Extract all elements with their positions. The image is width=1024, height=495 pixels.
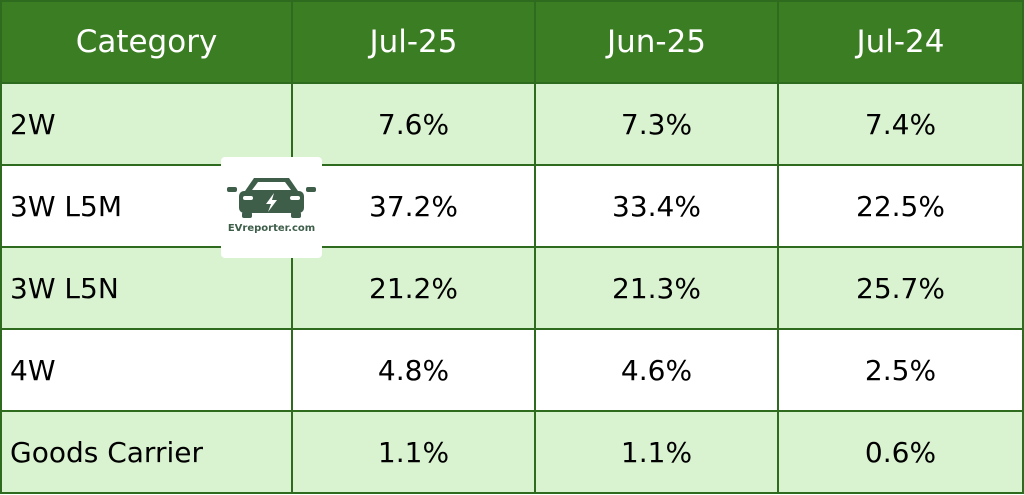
ev-car-bolt-icon — [227, 178, 316, 218]
row-category: 4W — [0, 328, 293, 412]
header-jun-25: Jun-25 — [534, 0, 779, 84]
table-row: 4W 4.8% 4.6% 2.5% — [0, 328, 1024, 412]
cell-value: 4.6% — [534, 328, 779, 412]
table-header-row: Category Jul-25 Jun-25 Jul-24 — [0, 0, 1024, 84]
header-jul-24: Jul-24 — [777, 0, 1024, 84]
evreporter-watermark: EVreporter.com — [221, 157, 322, 258]
cell-value: 0.6% — [777, 410, 1024, 494]
cell-value: 21.2% — [291, 246, 536, 330]
watermark-text: EVreporter.com — [227, 223, 316, 234]
cell-value: 2.5% — [777, 328, 1024, 412]
cell-value: 22.5% — [777, 164, 1024, 248]
table-row: Goods Carrier 1.1% 1.1% 0.6% — [0, 410, 1024, 494]
cell-value: 7.3% — [534, 82, 779, 166]
row-category: 2W — [0, 82, 293, 166]
table-row: 3W L5N 21.2% 21.3% 25.7% — [0, 246, 1024, 330]
table-row: 3W L5M 37.2% 33.4% 22.5% — [0, 164, 1024, 248]
header-category: Category — [0, 0, 293, 84]
cell-value: 7.4% — [777, 82, 1024, 166]
cell-value: 25.7% — [777, 246, 1024, 330]
cell-value: 1.1% — [534, 410, 779, 494]
header-jul-25: Jul-25 — [291, 0, 536, 84]
cell-value: 4.8% — [291, 328, 536, 412]
row-category: 3W L5N — [0, 246, 293, 330]
cell-value: 7.6% — [291, 82, 536, 166]
cell-value: 33.4% — [534, 164, 779, 248]
cell-value: 21.3% — [534, 246, 779, 330]
cell-value: 37.2% — [291, 164, 536, 248]
row-category: Goods Carrier — [0, 410, 293, 494]
cell-value: 1.1% — [291, 410, 536, 494]
table-row: 2W 7.6% 7.3% 7.4% — [0, 82, 1024, 166]
